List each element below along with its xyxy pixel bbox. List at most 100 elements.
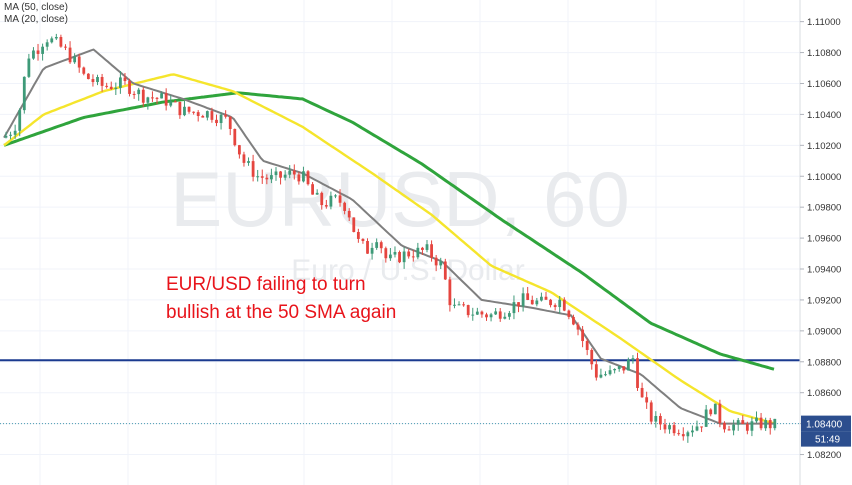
candle-body <box>567 310 571 317</box>
candle-body <box>146 97 150 103</box>
candle-body <box>677 433 681 435</box>
candle-body <box>668 425 671 430</box>
candle-body <box>457 304 461 306</box>
candle-body <box>448 279 452 306</box>
candle-body <box>645 397 649 403</box>
price-axis[interactable]: 1.11000 1.10800 1.10600 1.10400 1.10200 1.100… <box>799 0 852 485</box>
candle-body <box>311 184 314 195</box>
candle-body <box>672 425 676 434</box>
candle-body <box>183 106 186 116</box>
candle-body <box>713 403 717 415</box>
candle-body <box>86 73 90 80</box>
candle-body <box>343 202 347 211</box>
candle-body <box>265 177 269 180</box>
candle-body <box>434 257 438 266</box>
candle-body <box>626 359 630 371</box>
candle-body <box>192 111 196 113</box>
candle-body <box>242 154 246 163</box>
candle-body <box>407 251 411 257</box>
candle-body <box>324 205 328 207</box>
candle-body <box>636 358 639 388</box>
candle-body <box>521 293 525 307</box>
candle-body <box>274 171 278 176</box>
candle-body <box>732 424 736 431</box>
candle-body <box>658 415 662 425</box>
candle-body <box>91 79 95 83</box>
y-tick-label: 1.09200 <box>807 295 841 306</box>
indicator-label-ma20[interactable]: MA (20, close) <box>4 14 68 25</box>
candle-body <box>73 56 77 63</box>
candle-body <box>270 175 273 180</box>
candle-body <box>18 110 22 131</box>
candle-body <box>768 420 772 429</box>
candle-body <box>215 119 218 124</box>
candle-body <box>402 251 406 263</box>
candle-body <box>709 409 713 415</box>
candle-body <box>663 424 667 430</box>
candle-body <box>105 85 109 87</box>
candle-body <box>617 366 621 370</box>
indicator-label-ma50[interactable]: MA (50, close) <box>4 2 68 13</box>
candle-body <box>187 106 191 112</box>
candle-body <box>173 101 177 103</box>
candle-body <box>411 256 415 258</box>
price-tag-value: 1.08400 <box>806 420 843 431</box>
candle-body <box>160 93 163 99</box>
candle-body <box>224 114 228 117</box>
candle-body <box>4 135 8 138</box>
candle-body <box>558 299 562 308</box>
candle-body <box>283 174 287 178</box>
candle-body <box>507 313 511 317</box>
candle-body <box>759 417 763 429</box>
candle-body <box>54 36 58 39</box>
candle-body <box>292 170 296 175</box>
y-tick-label: 1.10600 <box>807 79 841 90</box>
candle-body <box>279 171 282 178</box>
candle-body <box>517 302 520 307</box>
candle-body <box>388 254 392 259</box>
candle-body <box>50 38 54 43</box>
candle-body <box>302 171 305 182</box>
candle-body <box>132 93 136 95</box>
candle-body <box>77 56 81 68</box>
candle-body <box>384 248 388 259</box>
candle-body <box>530 299 534 305</box>
candle-body <box>608 370 612 375</box>
candle-body <box>32 50 35 59</box>
candle-body <box>421 247 424 250</box>
candle-body <box>526 293 530 300</box>
y-tick-label: 1.10400 <box>807 110 841 121</box>
candle-body <box>169 101 173 106</box>
candle-body <box>462 304 466 306</box>
candle-body <box>9 134 12 136</box>
candle-body <box>178 101 182 116</box>
countdown-value: 51:49 <box>815 435 840 446</box>
candle-body <box>338 195 342 203</box>
candle-body <box>123 77 127 82</box>
candle-body <box>22 76 26 111</box>
candle-body <box>128 81 131 94</box>
candle-body <box>718 403 722 423</box>
candle-body <box>64 46 67 48</box>
candle-body <box>260 176 264 178</box>
ma50-line <box>3 73 775 425</box>
candle-body <box>375 242 379 248</box>
candle-body <box>691 430 694 433</box>
candle-body <box>219 114 223 124</box>
candle-body <box>727 429 731 431</box>
candle-body <box>251 161 255 177</box>
candle-body <box>425 244 429 250</box>
candle-body <box>700 426 703 428</box>
candle-body <box>109 86 113 90</box>
price-tag-bg <box>801 415 851 432</box>
candle-body <box>210 111 214 120</box>
candle-body <box>356 231 360 239</box>
candle-body <box>137 89 141 95</box>
candle-body <box>329 195 333 207</box>
moving-averages <box>3 48 775 425</box>
y-tick-label: 1.09800 <box>807 203 841 214</box>
candle-body <box>704 409 708 427</box>
candle-body <box>233 128 237 146</box>
candle-body <box>535 300 539 305</box>
candle-body <box>82 67 86 74</box>
